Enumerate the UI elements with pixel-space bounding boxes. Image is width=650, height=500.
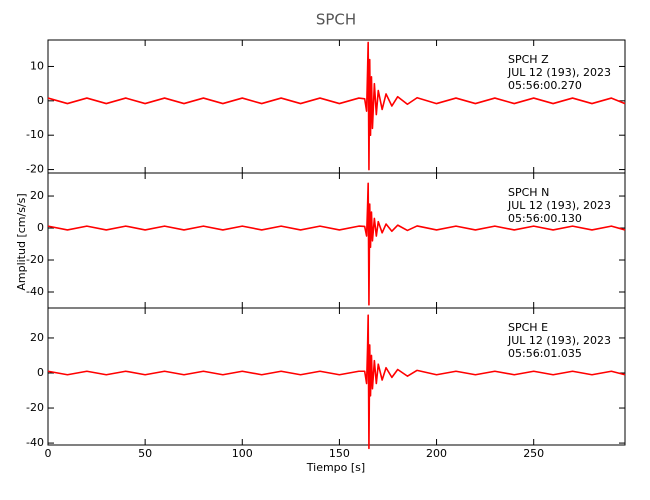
- annotation: SPCH Z: [508, 53, 549, 66]
- chart-title: SPCH: [316, 11, 356, 29]
- annotation: JUL 12 (193), 2023: [507, 199, 611, 212]
- annotation: JUL 12 (193), 2023: [507, 334, 611, 347]
- x-tick-label: 200: [426, 447, 447, 460]
- annotation: 05:56:00.270: [508, 79, 582, 92]
- annotation: SPCH E: [508, 321, 548, 334]
- y-tick-label: 20: [30, 189, 44, 202]
- x-tick-label: 250: [523, 447, 544, 460]
- y-tick-label: 0: [37, 366, 44, 379]
- y-tick-label: -20: [26, 253, 44, 266]
- trace: [47, 182, 626, 306]
- y-tick-label: -40: [26, 285, 44, 298]
- x-tick-label: 50: [138, 447, 152, 460]
- x-axis-label: Tiempo [s]: [306, 461, 365, 474]
- annotation: SPCH N: [508, 186, 549, 199]
- x-tick-label: 150: [329, 447, 350, 460]
- y-tick-label: -20: [26, 401, 44, 414]
- y-axis-label: Amplitud [cm/s/s]: [15, 193, 28, 290]
- y-tick-label: 20: [30, 331, 44, 344]
- annotation: 05:56:01.035: [508, 347, 582, 360]
- x-tick-label: 100: [232, 447, 253, 460]
- annotation: 05:56:00.130: [508, 212, 582, 225]
- y-tick-label: -40: [26, 436, 44, 449]
- y-tick-label: 0: [37, 94, 44, 107]
- x-tick-label: 0: [45, 447, 52, 460]
- y-tick-label: -20: [26, 163, 44, 176]
- y-tick-label: 10: [30, 59, 44, 72]
- panel-frame: [47, 307, 626, 446]
- y-tick-label: 0: [37, 221, 44, 234]
- annotation: JUL 12 (193), 2023: [507, 66, 611, 79]
- y-tick-label: -10: [26, 128, 44, 141]
- trace: [47, 314, 626, 450]
- trace: [47, 41, 626, 171]
